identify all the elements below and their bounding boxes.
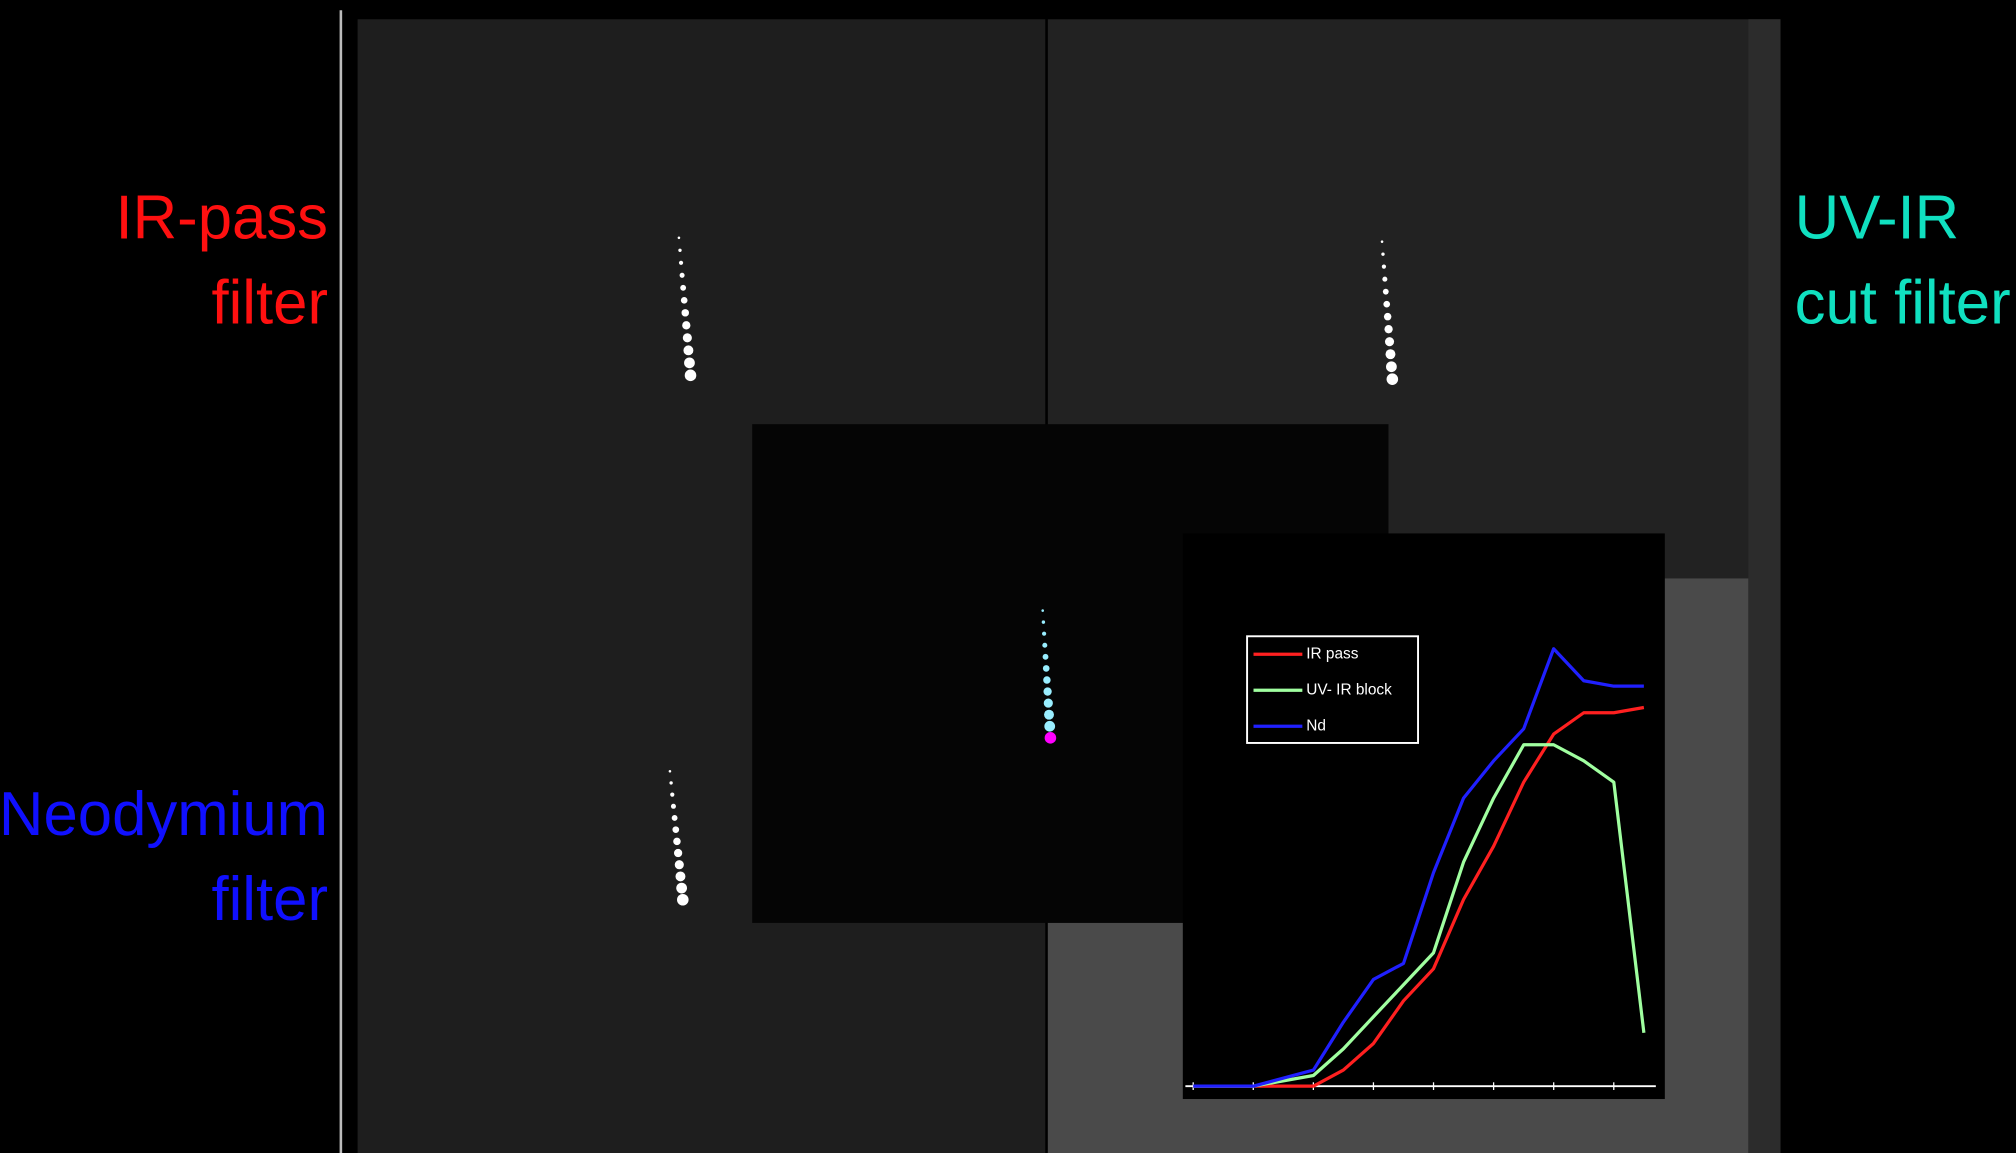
- legend-label: Nd: [1306, 717, 1326, 734]
- side-label: filter: [211, 865, 328, 934]
- dot: [1383, 289, 1389, 295]
- dot: [1043, 687, 1051, 695]
- dot: [1382, 277, 1387, 282]
- dot: [1387, 373, 1399, 385]
- dot: [676, 883, 687, 894]
- legend-label: IR pass: [1306, 645, 1359, 662]
- side-label: Neodymium: [0, 780, 328, 849]
- dot: [1044, 721, 1055, 732]
- dot: [682, 309, 689, 316]
- dot: [682, 321, 690, 329]
- dot: [675, 860, 684, 869]
- dot: [680, 285, 686, 291]
- dot: [685, 370, 697, 382]
- dot: [684, 357, 695, 368]
- dot: [679, 261, 683, 265]
- side-label: UV-IR: [1795, 184, 1960, 253]
- dot: [1045, 732, 1057, 744]
- dot: [671, 804, 676, 809]
- dot: [1044, 699, 1053, 708]
- dot: [1041, 609, 1044, 612]
- dot: [1385, 337, 1394, 346]
- dot: [1381, 252, 1384, 255]
- dot: [672, 815, 678, 821]
- legend-label: UV- IR block: [1306, 681, 1392, 698]
- dot: [1042, 620, 1045, 623]
- dot: [1043, 665, 1050, 672]
- dot: [1044, 710, 1054, 720]
- dot: [1042, 632, 1046, 636]
- dot: [683, 333, 692, 342]
- dot: [675, 871, 685, 881]
- dot: [673, 838, 680, 845]
- dot: [1043, 654, 1049, 660]
- dot: [678, 237, 681, 240]
- dot: [677, 894, 689, 906]
- dot: [670, 793, 674, 797]
- dot: [683, 345, 693, 355]
- dot: [1043, 676, 1050, 683]
- dot: [680, 273, 685, 278]
- dot: [672, 826, 679, 833]
- dot: [1384, 325, 1392, 333]
- side-label: IR-pass: [115, 184, 328, 253]
- dot: [1384, 313, 1391, 320]
- slide: IR-pass filter UV-IR cut filter Neodymium fil…: [0, 0, 2016, 1153]
- dot: [1383, 301, 1390, 308]
- dot: [1042, 643, 1047, 648]
- dot: [1385, 349, 1395, 359]
- dot: [1382, 265, 1386, 269]
- dot: [674, 849, 682, 857]
- dot: [678, 249, 681, 252]
- side-label: filter: [211, 269, 328, 338]
- dot: [669, 781, 672, 784]
- side-label: cut filter: [1795, 269, 2011, 338]
- dot: [681, 297, 688, 304]
- photo-edge: [1748, 19, 1780, 1153]
- dot: [1386, 361, 1397, 372]
- dot: [1381, 240, 1384, 243]
- dot: [669, 770, 672, 773]
- chart-panel: [1183, 533, 1665, 1099]
